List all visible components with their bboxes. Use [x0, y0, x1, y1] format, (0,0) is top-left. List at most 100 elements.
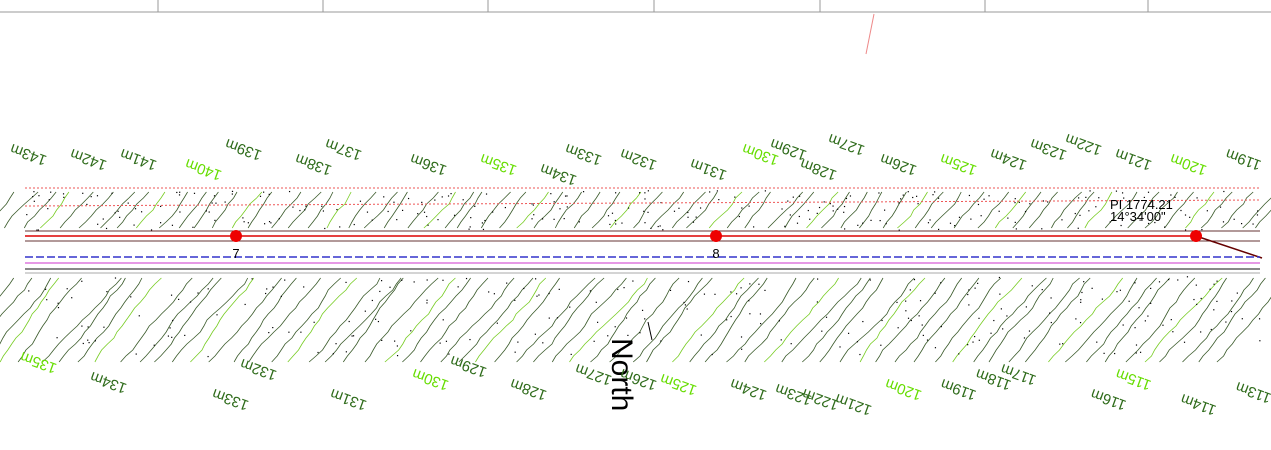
spot [71, 297, 73, 299]
contour [744, 277, 815, 363]
spot [714, 293, 716, 295]
spot [740, 336, 743, 338]
contour [551, 277, 627, 363]
spot [1120, 224, 1122, 227]
station-label: 8 [712, 246, 719, 261]
spot [1098, 197, 1100, 199]
spot [972, 341, 974, 343]
contour [646, 277, 713, 363]
spot [300, 331, 302, 333]
spot [967, 344, 969, 346]
spot [216, 314, 218, 316]
contour [726, 191, 760, 229]
spot [566, 195, 568, 197]
spot [1213, 309, 1215, 311]
spot [179, 211, 181, 213]
spot [832, 210, 834, 212]
spot [764, 289, 766, 292]
spot [839, 346, 841, 348]
spot [514, 351, 516, 353]
spot [426, 215, 428, 218]
spot [990, 332, 992, 334]
spot [541, 218, 544, 220]
contour [1164, 191, 1194, 229]
spot [878, 192, 880, 194]
contour-label: 133m [563, 140, 604, 169]
contour [1125, 277, 1196, 363]
contour [190, 277, 255, 363]
spot [998, 210, 1000, 212]
spot [970, 218, 972, 220]
spot [1023, 337, 1026, 339]
spot [940, 282, 942, 284]
spot [660, 340, 662, 342]
spot [439, 342, 441, 344]
pi-angle: 14°34'00" [1110, 209, 1166, 224]
contour [569, 277, 648, 363]
spot [1050, 321, 1052, 324]
spot [798, 215, 800, 218]
spot [916, 195, 918, 197]
contour-label: 125m [658, 370, 699, 399]
contour-label: 132m [238, 355, 279, 384]
spot [197, 292, 199, 294]
spot [1116, 291, 1118, 293]
contour [953, 191, 985, 229]
spot [647, 190, 649, 192]
spot [1180, 209, 1182, 212]
spot [896, 301, 898, 304]
spot [615, 223, 617, 225]
spot [1014, 202, 1016, 204]
contour [650, 191, 685, 229]
contour [784, 191, 815, 229]
spot [434, 199, 436, 201]
spot [662, 229, 664, 231]
spot [335, 343, 337, 345]
spot [366, 211, 369, 213]
spot [140, 211, 143, 213]
contour [781, 277, 862, 363]
spot [699, 207, 702, 209]
spot [469, 338, 471, 341]
spot [856, 341, 859, 343]
contour-label: 128m [798, 155, 839, 184]
spot [968, 194, 971, 197]
contour [633, 191, 663, 229]
spot [278, 218, 280, 220]
spot [268, 221, 271, 223]
contour [307, 191, 334, 229]
spot [1216, 280, 1218, 282]
spot [447, 195, 450, 197]
spot [1050, 297, 1052, 299]
contour [154, 277, 222, 363]
contour [178, 191, 207, 229]
contour [914, 191, 944, 229]
contour [94, 277, 162, 363]
spot [178, 298, 180, 301]
pi-label: PI 1774.21 [1110, 197, 1173, 212]
contour-label: 140m [183, 155, 224, 184]
spot [566, 206, 568, 208]
spot [417, 213, 419, 215]
contour [1198, 277, 1266, 363]
contour [326, 191, 352, 229]
spot [657, 225, 659, 228]
spot [609, 223, 611, 226]
spot [1170, 194, 1172, 196]
spot [303, 286, 305, 288]
spot [582, 191, 585, 193]
contour [211, 191, 238, 229]
spot [758, 283, 760, 285]
spot [1074, 212, 1076, 215]
spot [816, 301, 818, 303]
spot [410, 330, 412, 332]
spot [56, 337, 58, 339]
spot [611, 212, 614, 214]
spot [798, 195, 801, 197]
spot [224, 201, 226, 203]
spot [1089, 190, 1091, 192]
spot [1091, 287, 1093, 289]
spot [909, 289, 911, 291]
contour [475, 277, 547, 363]
